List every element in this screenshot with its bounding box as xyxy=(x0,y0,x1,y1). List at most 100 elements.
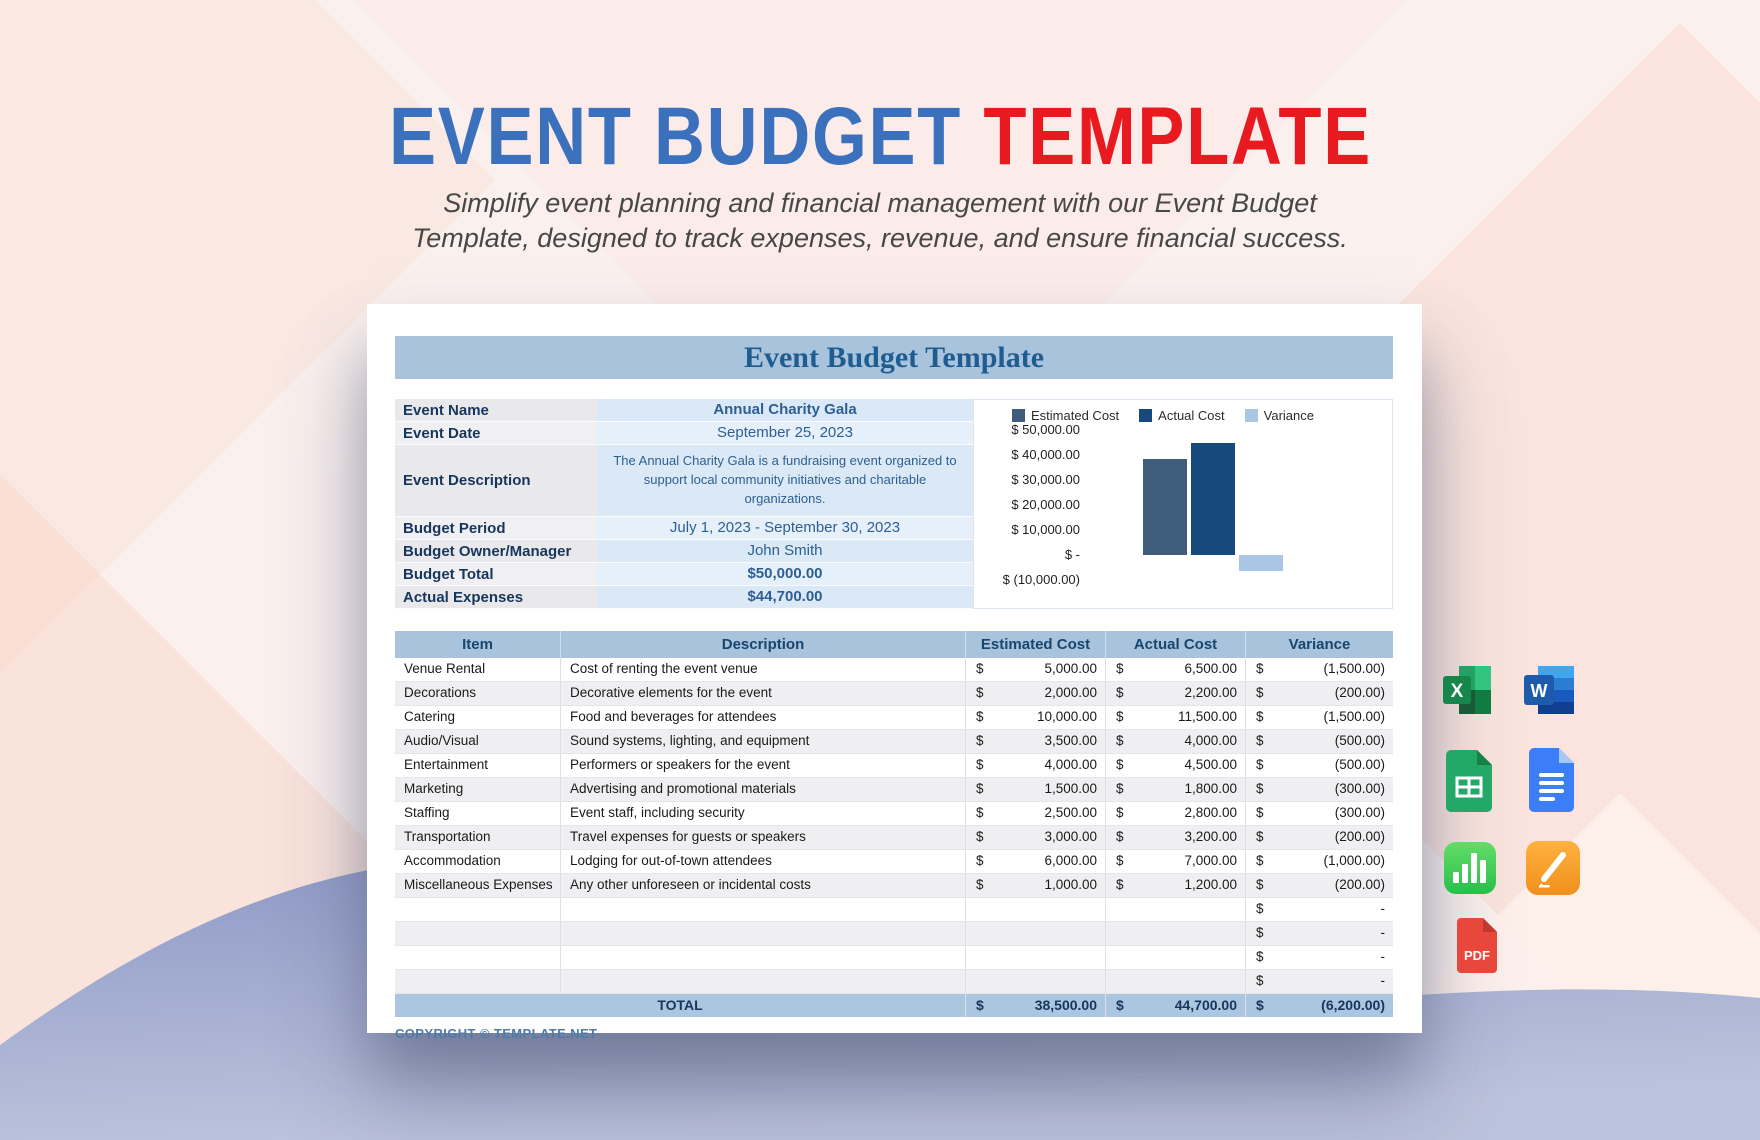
apple-pages-icon[interactable] xyxy=(1526,841,1580,895)
money-cell xyxy=(1105,946,1245,969)
bar-variance xyxy=(1239,555,1283,571)
empty-row: $ - xyxy=(395,946,1393,970)
info-label: Event Date xyxy=(395,422,597,445)
item-row: Marketing Advertising and promotional mat… xyxy=(395,778,1393,802)
money-cell: $2,500.00 xyxy=(965,802,1105,825)
money-cell: $1,800.00 xyxy=(1105,778,1245,801)
money-cell: $ (1,000.00) xyxy=(1245,850,1393,873)
pdf-icon[interactable]: PDF xyxy=(1457,918,1497,973)
money-cell: $44,700.00 xyxy=(1105,994,1245,1017)
money-cell: $4,500.00 xyxy=(1105,754,1245,777)
info-row: Actual Expenses $44,700.00 xyxy=(395,586,973,609)
info-chart-section: Event Name Annual Charity Gala Event Date S… xyxy=(395,399,1393,609)
svg-text:W: W xyxy=(1531,681,1548,701)
column-header-actual-cost: Actual Cost xyxy=(1105,631,1245,658)
money-cell: $4,000.00 xyxy=(1105,730,1245,753)
description-cell: Advertising and promotional materials xyxy=(560,778,965,801)
svg-text:X: X xyxy=(1451,681,1464,702)
spreadsheet: Event Budget Template Event Name Annual C… xyxy=(395,336,1393,1041)
legend-label: Actual Cost xyxy=(1158,408,1225,423)
cost-chart: Estimated Cost Actual Cost Variance $ 50,0… xyxy=(973,399,1393,609)
money-cell: $ - xyxy=(1245,946,1393,969)
item-row: Transportation Travel expenses for guests… xyxy=(395,826,1393,850)
info-value: John Smith xyxy=(597,540,973,563)
item-cell: Audio/Visual xyxy=(404,733,479,748)
info-value: $50,000.00 xyxy=(597,563,973,586)
money-cell: $ - xyxy=(1245,970,1393,993)
item-cell xyxy=(395,946,560,969)
y-tick-label: $ (10,000.00) xyxy=(1002,572,1080,587)
excel-icon[interactable]: X xyxy=(1443,664,1495,716)
money-cell: $ (200.00) xyxy=(1245,682,1393,705)
info-value: Annual Charity Gala xyxy=(597,399,973,422)
info-label: Event Description xyxy=(395,445,597,517)
money-cell: $5,000.00 xyxy=(965,658,1105,681)
y-tick-label: $ 20,000.00 xyxy=(1011,497,1080,512)
y-tick-label: $ 30,000.00 xyxy=(1011,472,1080,487)
plot-area xyxy=(974,400,1392,608)
subtitle-line-2: Template, designed to track expenses, re… xyxy=(412,223,1348,253)
y-tick-label: $ 10,000.00 xyxy=(1011,522,1080,537)
money-cell xyxy=(965,898,1105,921)
item-row: Entertainment Performers or speakers for … xyxy=(395,754,1393,778)
column-header-item: Item xyxy=(462,636,493,653)
money-cell: $ - xyxy=(1245,898,1393,921)
legend-label: Variance xyxy=(1263,408,1314,423)
google-sheets-icon[interactable] xyxy=(1446,750,1492,812)
empty-row: $ - xyxy=(395,922,1393,946)
legend-swatch xyxy=(1139,409,1153,422)
description-cell xyxy=(560,946,965,969)
description-cell: Food and beverages for attendees xyxy=(560,706,965,729)
money-cell xyxy=(1105,970,1245,993)
total-label: TOTAL xyxy=(657,997,703,1013)
word-icon[interactable]: W xyxy=(1524,664,1578,716)
legend-swatch xyxy=(1012,409,1026,422)
money-cell xyxy=(965,970,1105,993)
column-header-description: Description xyxy=(560,631,965,658)
money-cell: $ (500.00) xyxy=(1245,730,1393,753)
money-cell: $7,000.00 xyxy=(1105,850,1245,873)
item-cell: Catering xyxy=(404,709,456,724)
sheet-title-bar: Event Budget Template xyxy=(395,336,1393,379)
info-row: Event Date September 25, 2023 xyxy=(395,422,973,445)
money-cell xyxy=(965,946,1105,969)
money-cell: $2,800.00 xyxy=(1105,802,1245,825)
money-cell: $3,000.00 xyxy=(965,826,1105,849)
bar-estimated-cost xyxy=(1143,458,1187,555)
google-docs-icon[interactable] xyxy=(1529,748,1574,812)
page-title-main: EVENT BUDGET xyxy=(388,91,983,182)
legend-item: Estimated Cost xyxy=(1012,408,1119,423)
info-row: Budget Total $50,000.00 xyxy=(395,563,973,586)
items-table: Item Description Estimated Cost Actual C… xyxy=(395,631,1393,1017)
item-cell: Miscellaneous Expenses xyxy=(404,877,553,892)
money-cell: $ (200.00) xyxy=(1245,874,1393,897)
item-cell: Decorations xyxy=(404,685,477,700)
description-cell: Decorative elements for the event xyxy=(560,682,965,705)
item-cell xyxy=(395,898,560,921)
items-header-row: Item Description Estimated Cost Actual C… xyxy=(395,631,1393,658)
info-row: Event Description The Annual Charity Gala… xyxy=(395,445,973,517)
info-label: Budget Owner/Manager xyxy=(395,540,597,563)
apple-numbers-icon[interactable] xyxy=(1444,842,1496,894)
y-axis: $ 50,000.00 $ 40,000.00 $ 30,000.00 $ 20,00… xyxy=(980,400,1080,610)
info-label: Actual Expenses xyxy=(395,586,597,609)
chart-legend: Estimated Cost Actual Cost Variance xyxy=(974,408,1392,423)
info-value: July 1, 2023 - September 30, 2023 xyxy=(597,517,973,540)
money-cell: $ (1,500.00) xyxy=(1245,658,1393,681)
item-cell: Entertainment xyxy=(404,757,489,772)
legend-swatch xyxy=(1244,409,1258,422)
money-cell: $ (300.00) xyxy=(1245,802,1393,825)
description-cell xyxy=(560,970,965,993)
money-cell: $ (6,200.00) xyxy=(1245,994,1393,1017)
money-cell: $ (1,500.00) xyxy=(1245,706,1393,729)
money-cell: $38,500.00 xyxy=(965,994,1105,1017)
info-label: Budget Total xyxy=(395,563,597,586)
item-cell xyxy=(395,970,560,993)
item-cell: Marketing xyxy=(404,781,464,796)
money-cell: $6,000.00 xyxy=(965,850,1105,873)
item-cell: Venue Rental xyxy=(404,661,486,676)
money-cell xyxy=(1105,898,1245,921)
money-cell: $3,200.00 xyxy=(1105,826,1245,849)
money-cell: $1,500.00 xyxy=(965,778,1105,801)
